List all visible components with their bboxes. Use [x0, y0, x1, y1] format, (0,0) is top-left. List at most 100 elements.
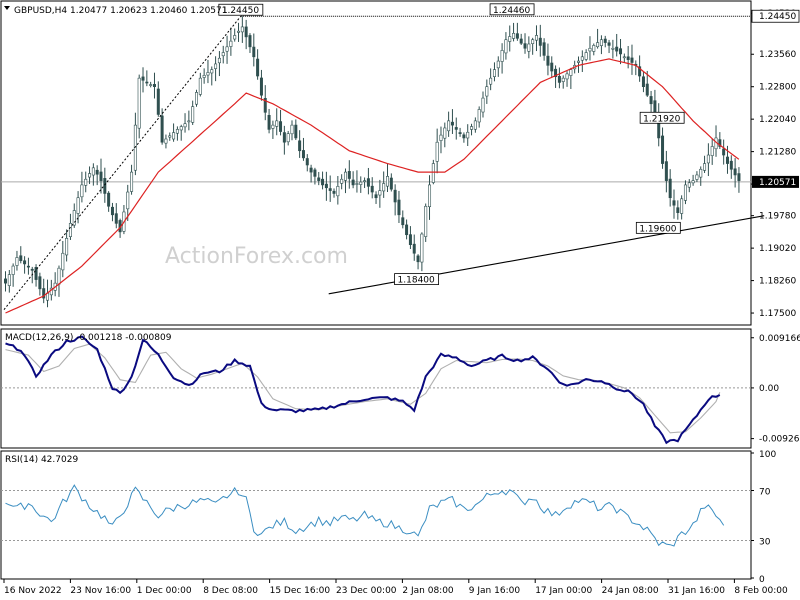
price-annotation-box	[394, 273, 439, 286]
candle-body	[370, 185, 374, 193]
candle-body	[393, 189, 397, 203]
candle-body	[554, 68, 558, 78]
price-axis: 1.245201.235601.228001.220401.212801.205…	[751, 9, 800, 319]
candle-body	[149, 84, 153, 86]
candle-body	[592, 45, 596, 52]
price-grid	[1, 15, 751, 183]
candle-body	[431, 163, 435, 183]
candle-body	[542, 42, 546, 56]
price-tick-label: 1.19780	[759, 212, 796, 222]
candle-body	[229, 40, 233, 47]
candle-body	[508, 36, 512, 42]
candle-body	[729, 160, 733, 170]
candle-body	[473, 120, 477, 130]
candle-body	[156, 88, 160, 115]
rsi-panel-frame	[0, 450, 752, 580]
rsi-axis: 100 70 30 0	[751, 450, 776, 585]
time-tick-label: 24 Jan 08:00	[602, 586, 659, 596]
price-annotation-box	[639, 111, 685, 124]
candle-body	[366, 178, 370, 187]
time-tick-label: 15 Dec 16:00	[270, 586, 331, 596]
candle-body	[710, 146, 714, 156]
candle-body	[408, 234, 412, 246]
candle-body	[210, 69, 214, 74]
rsi-label: RSI(14) 42.7029	[5, 455, 78, 465]
candle-body	[603, 38, 607, 43]
macd-panel-frame	[0, 328, 752, 449]
candle-body	[683, 184, 687, 201]
candle-body	[649, 96, 653, 105]
candle-body	[439, 134, 443, 141]
candle-body	[363, 180, 367, 182]
watermark: ActionForex.com	[165, 244, 348, 269]
candle-body	[298, 140, 302, 152]
candle-body	[492, 69, 496, 77]
candle-body	[676, 207, 680, 213]
candle-body	[569, 69, 573, 76]
price-annotation-label: 1.24450	[222, 6, 259, 16]
candle-body	[252, 46, 256, 58]
candle-body	[309, 167, 313, 173]
candle-body	[466, 131, 470, 139]
candle-body	[107, 192, 111, 207]
candle-body	[88, 173, 92, 178]
candle-body	[225, 46, 229, 52]
candle-body	[607, 42, 611, 46]
resistance-price-tag	[751, 9, 800, 23]
candle-body	[99, 171, 103, 181]
candle-body	[672, 200, 676, 206]
candle-body	[328, 188, 332, 191]
candle-body	[4, 278, 8, 284]
candle-body	[481, 97, 485, 113]
candle-body	[588, 47, 592, 52]
candle-body	[450, 121, 454, 126]
rsi-series	[1, 484, 751, 547]
price-tick-label: 1.21280	[759, 148, 796, 158]
candle-body	[84, 178, 88, 186]
rsi-tick-label: 70	[759, 488, 771, 498]
price-annotation-label: 1.19600	[639, 224, 676, 234]
candle-body	[275, 120, 279, 127]
candle-body	[217, 57, 221, 64]
candle-body	[336, 186, 340, 197]
candle-body	[680, 198, 684, 214]
candle-body	[645, 83, 649, 96]
candle-body	[164, 138, 168, 144]
moving-average	[5, 58, 740, 314]
candle-body	[641, 76, 645, 88]
current-price-tag	[752, 175, 799, 188]
candle-body	[565, 73, 569, 80]
candle-body	[706, 154, 710, 164]
candle-body	[279, 121, 283, 132]
macd-line	[5, 335, 721, 445]
candle-body	[179, 126, 183, 131]
candle-body	[420, 233, 424, 263]
price-tick-label: 1.22040	[759, 115, 796, 125]
candle-body	[233, 35, 237, 40]
time-tick-label: 23 Dec 00:00	[336, 586, 397, 596]
candle-body	[538, 37, 542, 46]
candle-body	[183, 123, 187, 128]
candle-body	[68, 223, 72, 237]
candle-body	[534, 35, 538, 41]
candle-body	[202, 75, 206, 78]
time-tick-label: 8 Dec 08:00	[203, 586, 258, 596]
candle-body	[324, 183, 328, 189]
macd-tick-label: 0.00	[759, 384, 779, 394]
price-annotation-label: 1.24460	[493, 6, 530, 16]
candle-body	[91, 167, 95, 176]
candle-body	[527, 43, 531, 52]
price-annotation-box	[635, 221, 681, 234]
candle-body	[19, 255, 23, 262]
candle-body	[424, 205, 428, 237]
candle-body	[512, 33, 516, 39]
candle-body	[691, 180, 695, 184]
candle-body	[11, 265, 15, 275]
candle-body	[195, 92, 199, 105]
price-tick-label: 1.18260	[759, 277, 796, 287]
candle-body	[42, 288, 46, 299]
candle-body	[485, 86, 489, 97]
candle-body	[259, 77, 263, 96]
